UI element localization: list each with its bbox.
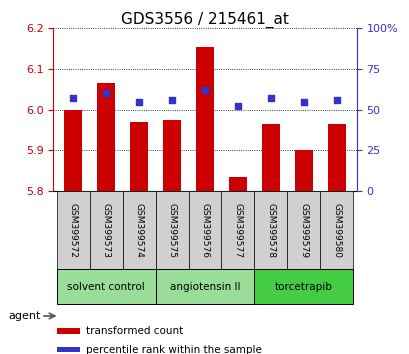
Bar	[89, 191, 122, 269]
Point	[267, 96, 274, 101]
Bar	[320, 191, 353, 269]
Text: transformed count: transformed count	[86, 326, 183, 336]
Bar	[130, 122, 148, 191]
Bar	[228, 177, 247, 191]
Text: GSM399574: GSM399574	[134, 202, 143, 258]
Bar	[261, 124, 279, 191]
Bar	[254, 269, 353, 304]
Text: GSM399573: GSM399573	[101, 202, 110, 258]
Bar	[56, 269, 155, 304]
Point	[234, 104, 240, 109]
Point	[300, 99, 306, 104]
Bar	[155, 269, 254, 304]
Bar	[287, 191, 320, 269]
Text: solvent control: solvent control	[67, 282, 145, 292]
Text: GSM399576: GSM399576	[200, 202, 209, 258]
Text: GSM399575: GSM399575	[167, 202, 176, 258]
Bar	[122, 191, 155, 269]
Bar	[294, 150, 312, 191]
Point	[135, 99, 142, 104]
Text: GSM399578: GSM399578	[266, 202, 275, 258]
Point	[70, 96, 76, 101]
Text: GSM399579: GSM399579	[299, 202, 308, 258]
Bar	[162, 120, 181, 191]
Bar	[188, 191, 221, 269]
Text: agent: agent	[8, 311, 40, 321]
Bar	[254, 191, 287, 269]
Bar	[56, 191, 89, 269]
Title: GDS3556 / 215461_at: GDS3556 / 215461_at	[121, 12, 288, 28]
Text: GSM399580: GSM399580	[332, 202, 341, 258]
Text: angiotensin II: angiotensin II	[169, 282, 240, 292]
Point	[333, 97, 339, 103]
Text: torcetrapib: torcetrapib	[274, 282, 332, 292]
Text: GSM399577: GSM399577	[233, 202, 242, 258]
Bar	[64, 110, 82, 191]
Bar	[327, 124, 345, 191]
Bar	[221, 191, 254, 269]
Text: GSM399572: GSM399572	[68, 202, 77, 258]
Bar	[155, 191, 188, 269]
Bar	[57, 329, 79, 334]
Bar	[196, 47, 213, 191]
Bar	[97, 83, 115, 191]
Point	[201, 87, 208, 93]
Bar	[57, 347, 79, 352]
Text: percentile rank within the sample: percentile rank within the sample	[86, 344, 261, 354]
Point	[103, 91, 109, 96]
Point	[169, 97, 175, 103]
